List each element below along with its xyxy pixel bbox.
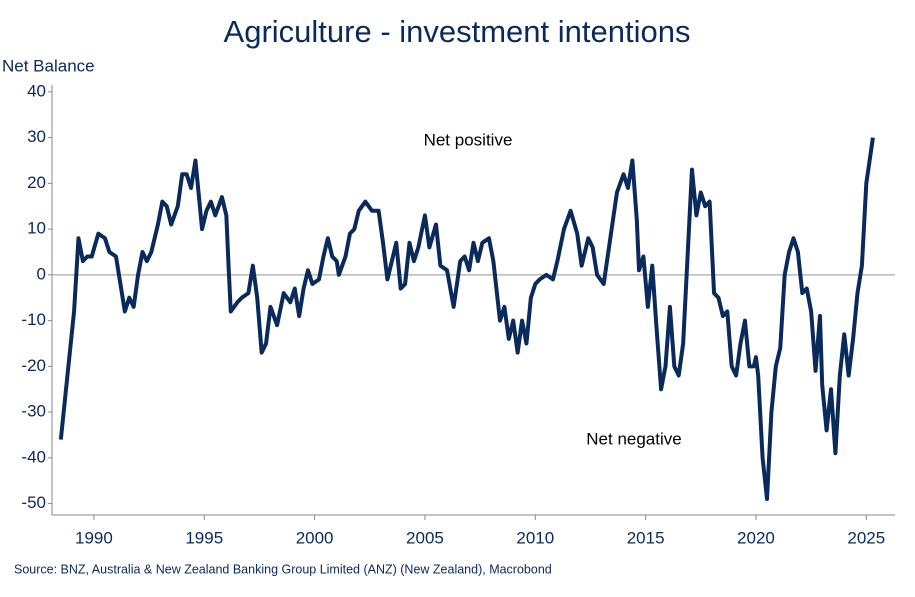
y-axis-label: Net Balance xyxy=(2,56,95,75)
x-tick-label: 2015 xyxy=(627,528,665,547)
chart-title: Agriculture - investment intentions xyxy=(224,14,691,49)
y-tick-label: -10 xyxy=(21,310,46,329)
y-tick-label: -40 xyxy=(21,447,46,466)
x-tick-label: 2010 xyxy=(516,528,554,547)
source-note: Source: BNZ, Australia & New Zealand Ban… xyxy=(14,562,552,576)
annotation: Net positive xyxy=(424,130,513,149)
y-tick-label: -30 xyxy=(21,402,46,421)
x-tick-label: 1990 xyxy=(75,528,113,547)
y-tick-label: 10 xyxy=(27,219,46,238)
y-tick-label: 30 xyxy=(27,127,46,146)
y-tick-label: 0 xyxy=(37,264,46,283)
x-tick-label: 2000 xyxy=(296,528,334,547)
x-tick-label: 2005 xyxy=(406,528,444,547)
x-tick-label: 2025 xyxy=(847,528,885,547)
y-tick-label: -20 xyxy=(21,356,46,375)
data-line xyxy=(58,137,875,501)
y-tick-label: -50 xyxy=(21,493,46,512)
annotation: Net negative xyxy=(586,429,681,448)
y-tick-label: 20 xyxy=(27,173,46,192)
y-tick-label: 40 xyxy=(27,81,46,100)
x-tick-label: 1995 xyxy=(185,528,223,547)
x-tick-label: 2020 xyxy=(737,528,775,547)
